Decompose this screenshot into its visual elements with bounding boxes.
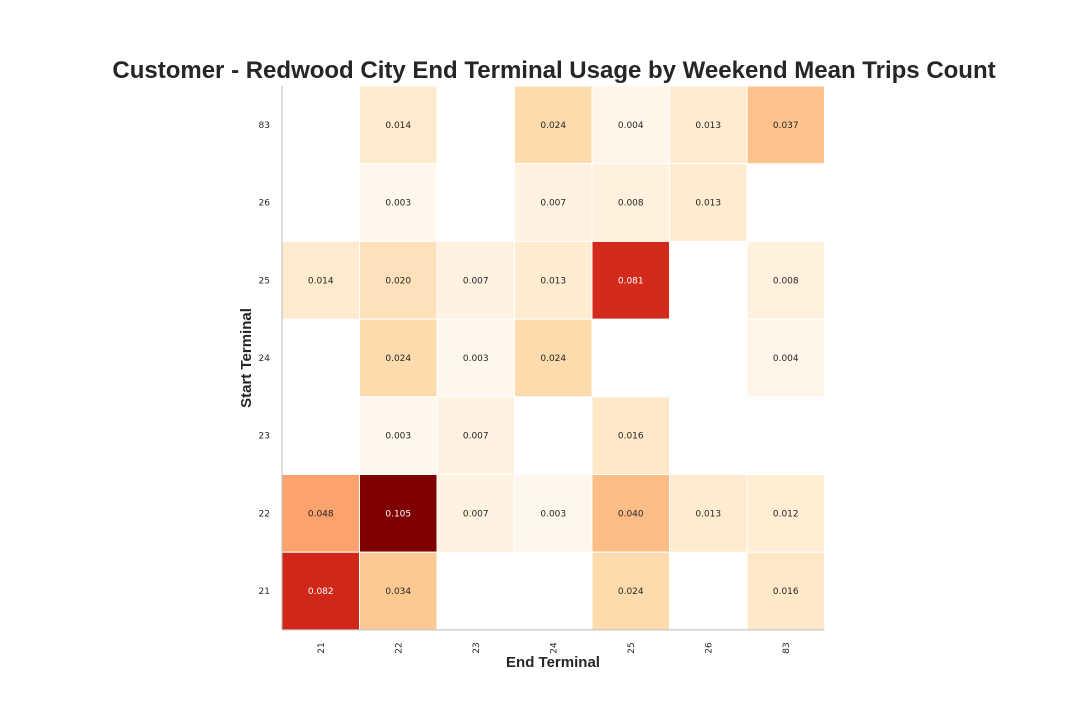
- cell-value-label: 0.007: [463, 432, 489, 442]
- x-tick-label-26: 26: [704, 642, 714, 654]
- cell-value-label: 0.048: [308, 509, 334, 519]
- x-tick-label-24: 24: [549, 642, 559, 654]
- y-tick-label-24: 24: [259, 354, 271, 364]
- heatmap-cell-23-23: [436, 396, 515, 475]
- x-axis-title: End Terminal: [506, 654, 600, 671]
- cell-value-label: 0.082: [308, 587, 334, 597]
- heatmap-cell-21-21: [281, 551, 360, 631]
- heatmap-cell-25-23: [436, 240, 515, 320]
- heatmap-cell-22-24: [514, 474, 593, 553]
- cell-value-label: 0.007: [463, 509, 489, 519]
- x-tick-label-22: 22: [394, 642, 404, 653]
- axis-spines: [281, 86, 825, 631]
- heatmap-cell-25-24: [514, 240, 593, 320]
- cell-value-label: 0.003: [540, 509, 566, 519]
- x-tick-label-21: 21: [317, 642, 327, 653]
- heatmap-cell-83-24: [514, 85, 593, 165]
- cell-value-label: 0.003: [463, 354, 489, 364]
- heatmap-cell-21-22: [359, 551, 438, 631]
- heatmap-cell-24-83: [746, 318, 825, 398]
- heatmap-cell-23-25: [591, 396, 670, 475]
- cell-value-label: 0.040: [618, 509, 644, 519]
- heatmap-cell-26-25: [591, 163, 670, 242]
- cell-value-label: 0.013: [695, 121, 721, 131]
- heatmap-cell-25-21: [281, 240, 360, 320]
- heatmap-cell-21-25: [591, 551, 670, 631]
- chart-title: Customer - Redwood City End Terminal Usa…: [112, 57, 996, 84]
- cell-value-label: 0.016: [773, 587, 799, 597]
- heatmap-cell-25-83: [746, 240, 825, 320]
- cell-value-label: 0.007: [540, 199, 566, 209]
- heatmap-cell-24-22: [359, 318, 438, 398]
- heatmap-cells: 0.014 0.024 0.004 0.013 0.037 0.003 0.007 0.008…: [281, 85, 825, 631]
- heatmap-cell-23-22: [359, 396, 438, 475]
- y-tick-label-26: 26: [259, 199, 271, 209]
- cell-value-label: 0.004: [773, 354, 799, 364]
- cell-value-label: 0.105: [385, 509, 411, 519]
- heatmap-cell-22-21: [281, 474, 360, 553]
- cell-value-label: 0.034: [385, 587, 411, 597]
- cell-value-label: 0.014: [308, 276, 334, 286]
- cell-value-label: 0.013: [695, 509, 721, 519]
- heatmap-cell-24-23: [436, 318, 515, 398]
- y-tick-label-25: 25: [259, 276, 270, 286]
- cell-value-label: 0.007: [463, 276, 489, 286]
- y-tick-label-21: 21: [259, 587, 270, 597]
- cell-value-label: 0.014: [385, 121, 411, 131]
- cell-value-label: 0.024: [540, 121, 566, 131]
- cell-value-label: 0.008: [773, 276, 799, 286]
- cell-value-label: 0.013: [695, 199, 721, 209]
- heatmap-cell-24-24: [514, 318, 593, 398]
- heatmap-cell-83-83: [746, 85, 825, 165]
- cell-value-label: 0.003: [385, 432, 411, 442]
- heatmap-cell-83-25: [591, 85, 670, 165]
- heatmap-cell-83-22: [359, 85, 438, 165]
- x-tick-label-25: 25: [627, 642, 637, 653]
- heatmap-cell-26-24: [514, 163, 593, 242]
- cell-value-label: 0.012: [773, 509, 799, 519]
- heatmap-cell-22-83: [746, 474, 825, 553]
- cell-value-label: 0.016: [618, 432, 644, 442]
- heatmap-cell-22-23: [436, 474, 515, 553]
- y-tick-label-22: 22: [259, 509, 270, 519]
- heatmap-cell-26-26: [669, 163, 748, 242]
- cell-value-label: 0.013: [540, 276, 566, 286]
- cell-value-label: 0.024: [385, 354, 411, 364]
- y-tick-label-83: 83: [259, 121, 270, 131]
- x-tick-label-23: 23: [472, 642, 482, 653]
- cell-value-label: 0.037: [773, 121, 799, 131]
- cell-value-label: 0.004: [618, 121, 644, 131]
- y-tick-label-23: 23: [259, 432, 270, 442]
- y-axis-title: Start Terminal: [238, 308, 255, 408]
- cell-value-label: 0.020: [385, 276, 411, 286]
- cell-value-label: 0.024: [618, 587, 644, 597]
- heatmap-cell-22-22: [359, 474, 438, 553]
- cell-value-label: 0.081: [618, 276, 644, 286]
- x-tick-labels: 21 22 23 24 25 26 83: [317, 642, 792, 654]
- y-tick-labels: 83 26 25 24 23 22 21: [259, 121, 271, 597]
- heatmap-cell-25-25: [591, 240, 670, 320]
- x-tick-label-83: 83: [782, 642, 792, 653]
- cell-value-label: 0.003: [385, 199, 411, 209]
- cell-value-label: 0.008: [618, 199, 644, 209]
- cell-value-label: 0.024: [540, 354, 566, 364]
